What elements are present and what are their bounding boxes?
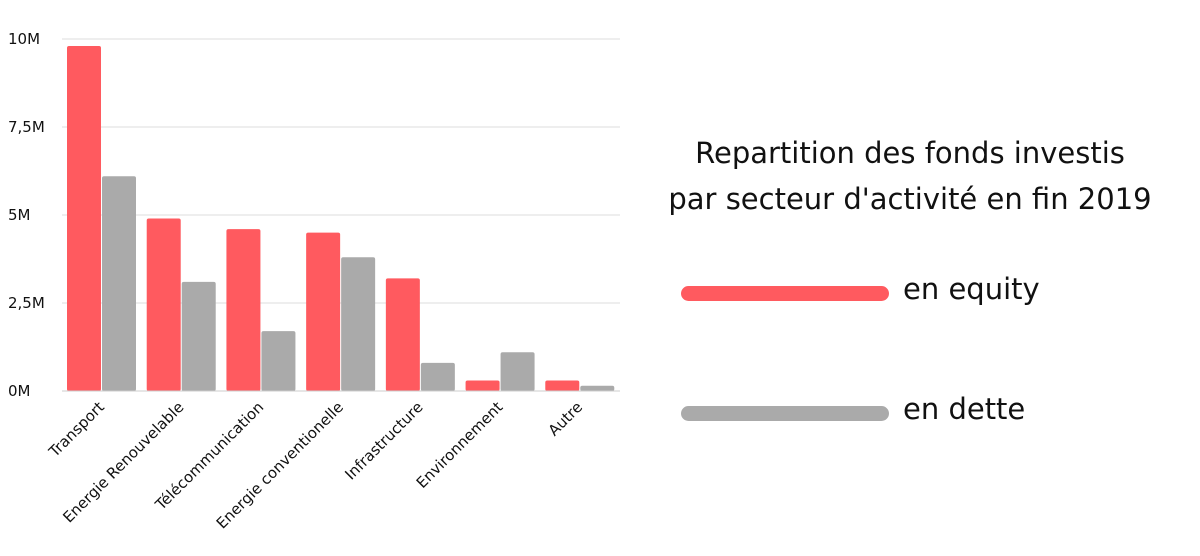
- bars: [67, 46, 615, 391]
- x-category-label: Transport: [45, 398, 108, 461]
- bar-equity: [306, 232, 341, 391]
- bar-equity: [545, 380, 580, 391]
- bar-dette: [500, 352, 535, 391]
- bar-dette: [420, 362, 455, 391]
- y-tick-label: 7,5M: [8, 118, 45, 136]
- legend-swatch-dette: [681, 406, 889, 421]
- y-tick-label: 2,5M: [8, 294, 45, 312]
- chart-title: Repartition des fonds investis par secte…: [640, 130, 1180, 222]
- bar-dette: [580, 385, 615, 391]
- bar-dette: [102, 176, 136, 391]
- x-category-label: Autre: [545, 398, 587, 440]
- chart-title-line-2: par secteur d'activité en fin 2019: [668, 182, 1152, 216]
- x-category-label: Environnement: [413, 398, 507, 492]
- chart-title-line-1: Repartition des fonds investis: [695, 136, 1125, 170]
- legend-label-equity: en equity: [903, 272, 1040, 306]
- y-axis-ticks: 0M 2,5M 5M 7,5M 10M: [8, 30, 45, 400]
- y-tick-label: 5M: [8, 206, 31, 224]
- legend-swatch-equity: [681, 286, 889, 301]
- bar-dette: [341, 257, 376, 391]
- bar-equity: [465, 380, 500, 391]
- legend-label-dette: en dette: [903, 392, 1026, 426]
- bar-dette: [261, 331, 296, 391]
- bar-equity: [67, 46, 101, 391]
- bar-equity: [385, 278, 420, 391]
- y-tick-label: 10M: [8, 30, 40, 48]
- bar-dette: [181, 281, 216, 391]
- bar-equity: [226, 229, 261, 391]
- bar-equity: [146, 218, 181, 391]
- gridlines: [62, 38, 620, 304]
- x-category-label: Infrastructure: [341, 398, 426, 483]
- y-tick-label: 0M: [8, 382, 31, 400]
- x-category-label: Energie conventionelle: [213, 398, 347, 532]
